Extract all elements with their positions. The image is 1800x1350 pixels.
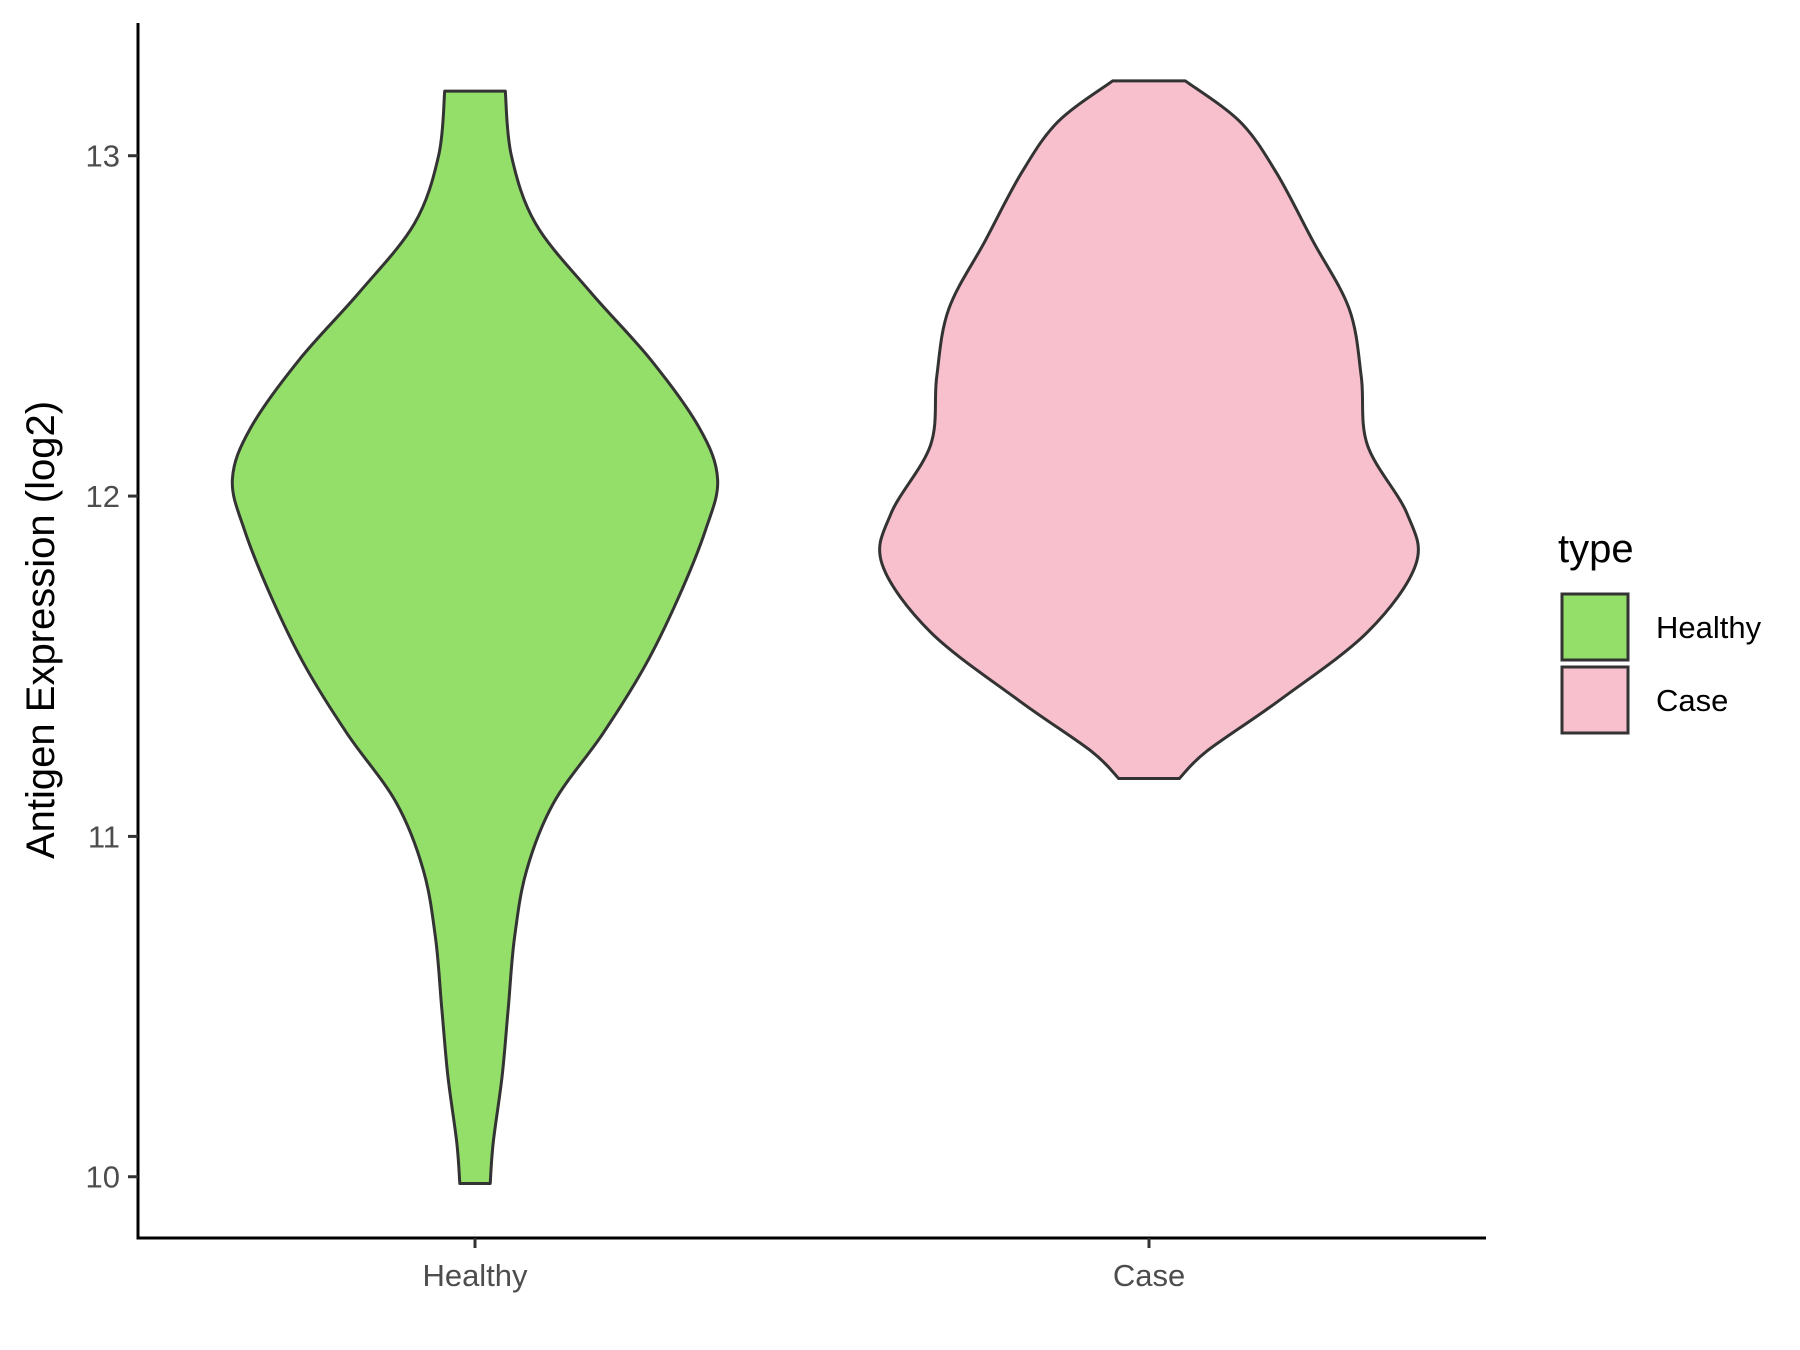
x-axis-ticks: Healthy Case xyxy=(422,1238,1185,1293)
legend-label: Case xyxy=(1656,683,1728,718)
y-tick-label: 12 xyxy=(86,479,120,514)
legend-label: Healthy xyxy=(1656,610,1762,645)
x-tick-label: Healthy xyxy=(422,1258,528,1293)
legend-items: Healthy Case xyxy=(1560,592,1762,735)
x-tick-label: Case xyxy=(1113,1258,1185,1293)
legend-title: type xyxy=(1558,527,1634,571)
y-tick-label: 13 xyxy=(86,139,120,174)
violin-case xyxy=(878,79,1420,780)
legend-swatch xyxy=(1560,665,1630,735)
legend: type Healthy Case xyxy=(1558,527,1762,735)
y-tick-label: 10 xyxy=(86,1160,120,1195)
y-axis-ticks: 10 11 12 13 xyxy=(86,139,138,1195)
violin-healthy xyxy=(230,89,720,1185)
legend-swatch xyxy=(1560,592,1630,662)
y-tick-label: 11 xyxy=(88,819,120,854)
violin-layer xyxy=(230,79,1420,1185)
y-axis-title: Antigen Expression (log2) xyxy=(19,401,63,859)
